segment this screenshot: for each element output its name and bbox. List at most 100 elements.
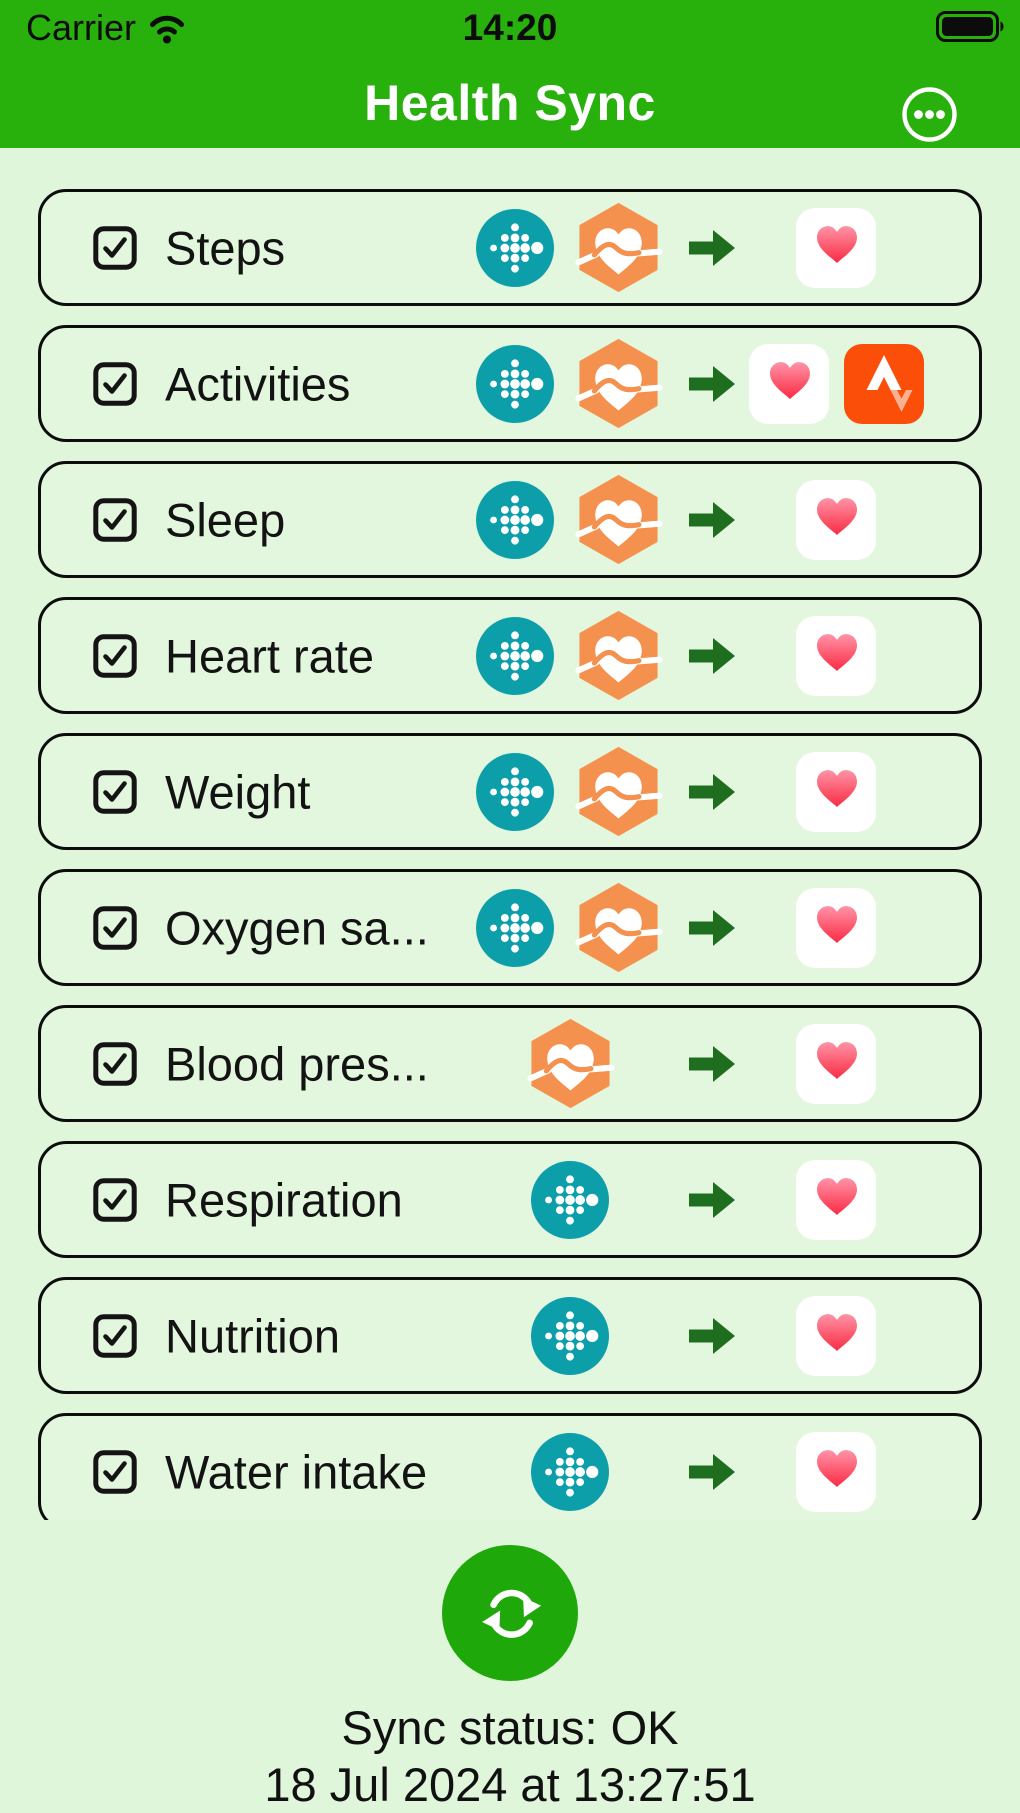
- sync-row[interactable]: Weight: [38, 733, 982, 850]
- row-label: Steps: [165, 221, 286, 274]
- fitbit-icon: [531, 1297, 609, 1375]
- apple-health-icon: [796, 1432, 876, 1512]
- battery-full-icon: [936, 11, 1006, 42]
- apple-health-icon: [796, 1296, 876, 1376]
- row-label: Sleep: [165, 493, 286, 546]
- checkbox-checked-icon[interactable]: [93, 362, 137, 406]
- heart-hexagon-icon: [572, 745, 665, 838]
- apple-health-icon: [796, 616, 876, 696]
- arrow-right-icon: [686, 1177, 738, 1223]
- checkbox-checked-icon[interactable]: [93, 1314, 137, 1358]
- sync-status-text: Sync status: OK: [341, 1701, 679, 1754]
- arrow-right-icon: [686, 1449, 738, 1495]
- heart-hexagon-icon: [572, 881, 665, 974]
- heart-hexagon-icon: [572, 473, 665, 566]
- sync-row[interactable]: Respiration: [38, 1141, 982, 1258]
- checkbox-checked-icon[interactable]: [93, 1178, 137, 1222]
- checkbox-checked-icon[interactable]: [93, 634, 137, 678]
- sync-refresh-icon: [469, 1572, 551, 1654]
- heart-hexagon-icon: [572, 337, 665, 430]
- sync-row[interactable]: Heart rate: [38, 597, 982, 714]
- arrow-right-icon: [686, 1313, 738, 1359]
- sync-row[interactable]: Water intake: [38, 1413, 982, 1520]
- heart-hexagon-icon: [524, 1017, 617, 1110]
- row-destinations: [736, 1144, 936, 1255]
- row-label: Activities: [165, 357, 351, 410]
- row-sources: [450, 1008, 690, 1119]
- fitbit-icon: [531, 1161, 609, 1239]
- apple-health-icon: [796, 752, 876, 832]
- strava-icon: [844, 344, 924, 424]
- row-destinations: [736, 1416, 936, 1520]
- arrow-right-icon: [686, 769, 738, 815]
- row-sources: [450, 1280, 690, 1391]
- sync-row[interactable]: Blood pres...: [38, 1005, 982, 1122]
- sync-button[interactable]: [442, 1545, 578, 1681]
- heart-hexagon-icon: [572, 201, 665, 294]
- fitbit-icon: [476, 617, 554, 695]
- row-destinations: [736, 464, 936, 575]
- row-label: Weight: [165, 765, 311, 818]
- sync-row[interactable]: Sleep: [38, 461, 982, 578]
- row-destinations: [736, 192, 936, 303]
- row-sources: [450, 1416, 690, 1520]
- row-label: Nutrition: [165, 1309, 341, 1362]
- app-header: Carrier 14:20 Health Sync: [0, 0, 1020, 148]
- apple-health-icon: [796, 480, 876, 560]
- checkbox-checked-icon[interactable]: [93, 906, 137, 950]
- arrow-right-icon: [686, 905, 738, 951]
- fitbit-icon: [476, 889, 554, 967]
- heart-hexagon-icon: [572, 609, 665, 702]
- row-sources: [450, 1144, 690, 1255]
- row-sources: [450, 328, 690, 439]
- row-destinations: [736, 1280, 936, 1391]
- sync-row[interactable]: Steps: [38, 189, 982, 306]
- sync-row[interactable]: Activities: [38, 325, 982, 442]
- arrow-right-icon: [686, 361, 738, 407]
- row-destinations: [736, 736, 936, 847]
- row-destinations: [736, 1008, 936, 1119]
- ellipsis-circle-icon: [901, 86, 958, 143]
- arrow-right-icon: [686, 1041, 738, 1087]
- checkbox-checked-icon[interactable]: [93, 1450, 137, 1494]
- status-bar: Carrier 14:20: [0, 0, 1020, 52]
- status-time: 14:20: [462, 7, 558, 48]
- apple-health-icon: [796, 1024, 876, 1104]
- apple-health-icon: [796, 1160, 876, 1240]
- row-sources: [450, 192, 690, 303]
- row-destinations: [736, 328, 936, 439]
- row-destinations: [736, 600, 936, 711]
- row-label: Water intake: [165, 1445, 428, 1498]
- apple-health-icon: [796, 208, 876, 288]
- carrier-label: Carrier: [26, 7, 137, 48]
- row-label: Respiration: [165, 1173, 403, 1226]
- row-sources: [450, 736, 690, 847]
- fitbit-icon: [531, 1433, 609, 1511]
- apple-health-icon: [749, 344, 829, 424]
- fitbit-icon: [476, 209, 554, 287]
- arrow-right-icon: [686, 225, 738, 271]
- fitbit-icon: [476, 481, 554, 559]
- checkbox-checked-icon[interactable]: [93, 1042, 137, 1086]
- row-destinations: [736, 872, 936, 983]
- apple-health-icon: [796, 888, 876, 968]
- fitbit-icon: [476, 753, 554, 831]
- row-sources: [450, 464, 690, 575]
- page-title: Health Sync: [364, 75, 656, 131]
- row-label: Heart rate: [165, 629, 374, 682]
- row-sources: [450, 872, 690, 983]
- checkbox-checked-icon[interactable]: [93, 226, 137, 270]
- sync-row[interactable]: Nutrition: [38, 1277, 982, 1394]
- fitbit-icon: [476, 345, 554, 423]
- sync-list: Steps Activities Sleep Heart rate Weight…: [0, 148, 1020, 1520]
- last-sync-time: 18 Jul 2024 at 13:27:51: [264, 1758, 756, 1811]
- checkbox-checked-icon[interactable]: [93, 498, 137, 542]
- row-sources: [450, 600, 690, 711]
- arrow-right-icon: [686, 497, 738, 543]
- checkbox-checked-icon[interactable]: [93, 770, 137, 814]
- arrow-right-icon: [686, 633, 738, 679]
- row-label: Oxygen sa...: [165, 901, 429, 954]
- sync-row[interactable]: Oxygen sa...: [38, 869, 982, 986]
- more-options-button[interactable]: [901, 86, 958, 143]
- row-label: Blood pres...: [165, 1037, 429, 1090]
